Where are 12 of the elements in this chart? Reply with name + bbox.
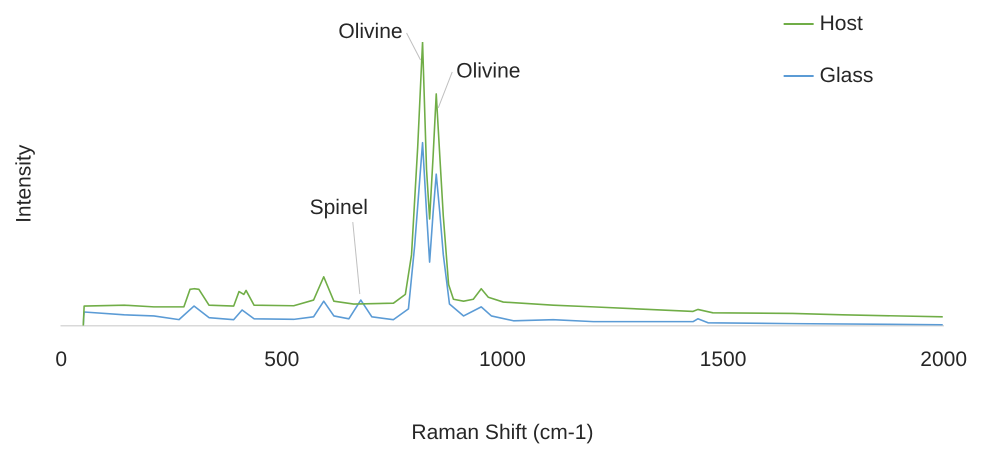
x-tick-label: 2000 <box>920 348 967 371</box>
legend-label: Host <box>820 12 863 35</box>
y-axis-title: Intensity <box>12 144 36 223</box>
annotation: Olivine <box>456 60 520 83</box>
x-tick-label: 1500 <box>700 348 746 371</box>
x-axis-title: Raman Shift (cm-1) <box>411 421 594 444</box>
x-tick-label: 0 <box>55 348 68 371</box>
x-tick-label: 500 <box>264 348 300 371</box>
x-tick-label: 1000 <box>479 348 526 371</box>
annotation: Olivine <box>338 20 403 43</box>
legend-label: Glass <box>820 64 874 87</box>
annotation: Spinel <box>310 196 368 219</box>
